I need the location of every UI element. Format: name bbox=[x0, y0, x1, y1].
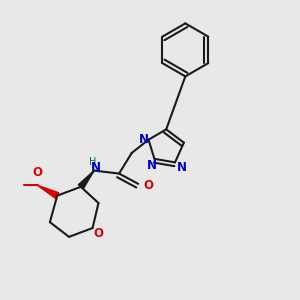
Text: N: N bbox=[176, 161, 187, 174]
Text: O: O bbox=[143, 179, 153, 192]
Polygon shape bbox=[78, 171, 94, 189]
Text: N: N bbox=[139, 133, 149, 146]
Text: H: H bbox=[89, 157, 96, 167]
Text: O: O bbox=[94, 227, 103, 240]
Text: O: O bbox=[32, 166, 42, 179]
Polygon shape bbox=[38, 185, 59, 199]
Text: N: N bbox=[91, 161, 100, 174]
Text: N: N bbox=[147, 159, 157, 172]
